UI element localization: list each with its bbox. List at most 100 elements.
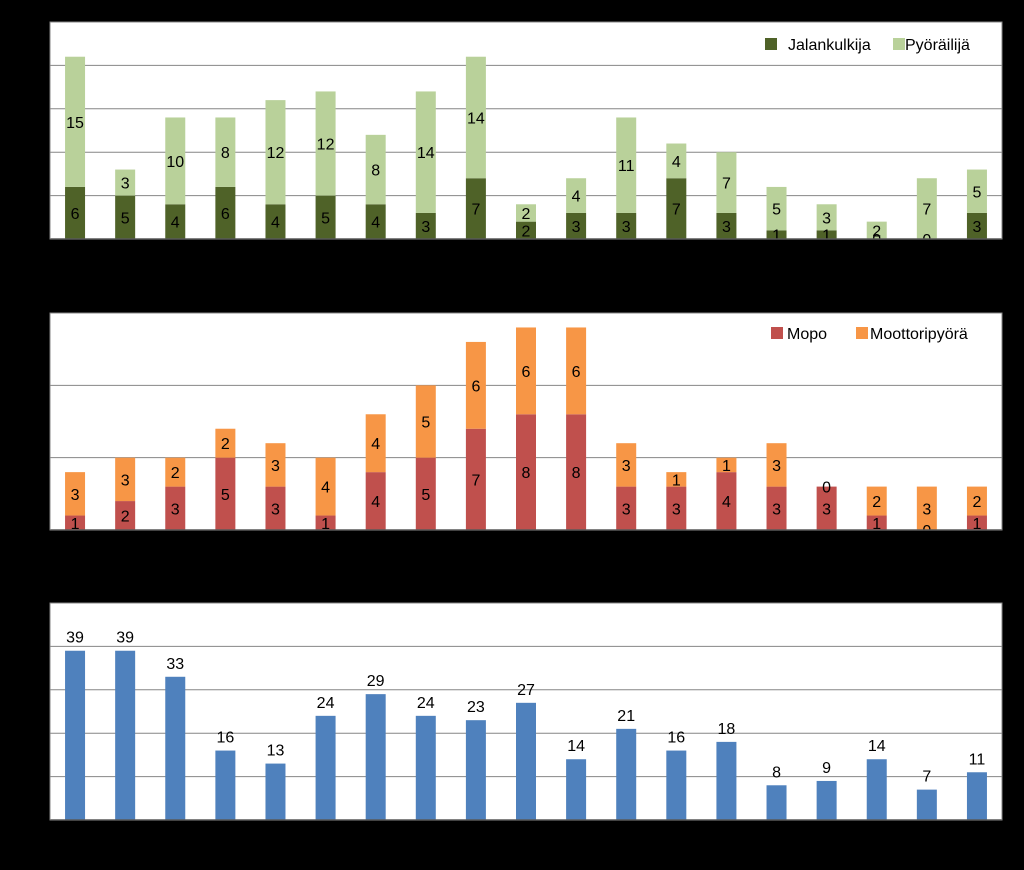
bar-s1-12 bbox=[616, 117, 637, 213]
data-label: 23 bbox=[467, 699, 485, 716]
bar-s1-8 bbox=[415, 91, 436, 213]
data-label: 15 bbox=[66, 115, 84, 132]
plot-border bbox=[49, 312, 1003, 531]
data-label: 1 bbox=[672, 472, 681, 489]
bar-s0-14 bbox=[716, 472, 737, 530]
data-label: 11 bbox=[969, 751, 986, 768]
data-label: 8 bbox=[221, 145, 230, 162]
bar-s0-6 bbox=[315, 515, 336, 530]
bar-s1-4 bbox=[215, 117, 236, 187]
bar-total-18 bbox=[916, 789, 937, 820]
legend-swatch bbox=[771, 327, 783, 339]
data-label: 6 bbox=[471, 378, 480, 395]
legend: Jalankulkija Pyöräilijä bbox=[765, 37, 970, 54]
data-label: 39 bbox=[116, 630, 134, 647]
bar-s1-13 bbox=[666, 472, 687, 487]
data-label: 3 bbox=[271, 501, 280, 518]
data-label: 3 bbox=[772, 458, 781, 475]
bar-s1-8 bbox=[415, 385, 436, 458]
data-label: 1 bbox=[772, 228, 781, 245]
data-label: 3 bbox=[822, 210, 831, 227]
bar-s1-1 bbox=[65, 56, 86, 187]
bar-s1-17 bbox=[866, 221, 887, 239]
data-label: 6 bbox=[522, 364, 531, 381]
bar-total-14 bbox=[716, 741, 737, 820]
data-label: 7 bbox=[471, 472, 480, 489]
bar-s1-11 bbox=[566, 327, 587, 415]
bar-s1-1 bbox=[65, 472, 86, 516]
bar-s0-3 bbox=[165, 486, 186, 530]
data-label: 4 bbox=[371, 215, 380, 232]
data-label: 2 bbox=[522, 206, 531, 223]
data-label: 3 bbox=[922, 501, 931, 518]
bar-total-13 bbox=[666, 750, 687, 820]
data-label: 4 bbox=[371, 494, 380, 511]
bar-total-19 bbox=[966, 772, 987, 820]
bar-s0-8 bbox=[415, 457, 436, 530]
bar-total-9 bbox=[465, 720, 486, 820]
bar-s0-19 bbox=[966, 212, 987, 239]
bar-total-7 bbox=[365, 694, 386, 820]
bar-s0-5 bbox=[265, 204, 286, 239]
data-label: 6 bbox=[572, 364, 581, 381]
bar-s0-19 bbox=[966, 515, 987, 530]
data-label: 7 bbox=[672, 202, 681, 219]
bar-total-2 bbox=[115, 650, 136, 820]
data-label: 3 bbox=[421, 219, 430, 236]
data-label: 2 bbox=[872, 494, 881, 511]
data-label: 3 bbox=[121, 176, 130, 193]
data-label: 3 bbox=[121, 472, 130, 489]
data-label: 9 bbox=[822, 760, 831, 777]
legend-swatch bbox=[765, 38, 777, 50]
data-label: 3 bbox=[71, 487, 80, 504]
bar-s1-19 bbox=[966, 486, 987, 516]
bar-s0-12 bbox=[616, 486, 637, 530]
data-label: 0 bbox=[922, 523, 931, 540]
bar-s0-5 bbox=[265, 486, 286, 530]
bar-s1-18 bbox=[916, 486, 937, 530]
data-label: 1 bbox=[71, 516, 80, 533]
bar-s1-13 bbox=[666, 143, 687, 179]
data-label: 4 bbox=[572, 189, 581, 206]
bar-s0-11 bbox=[566, 414, 587, 530]
data-label: 12 bbox=[267, 145, 285, 162]
data-label: 3 bbox=[772, 501, 781, 518]
data-label: 4 bbox=[271, 215, 280, 232]
bar-s0-8 bbox=[415, 212, 436, 239]
plot-border bbox=[49, 21, 1003, 240]
bar-s1-15 bbox=[766, 443, 787, 487]
bar-s0-15 bbox=[766, 230, 787, 239]
data-label: 8 bbox=[371, 163, 380, 180]
bar-total-5 bbox=[265, 763, 286, 820]
data-label: 33 bbox=[166, 656, 184, 673]
bar-s1-5 bbox=[265, 100, 286, 205]
bar-total-11 bbox=[566, 759, 587, 820]
data-label: 5 bbox=[121, 210, 130, 227]
data-label: 3 bbox=[972, 219, 981, 236]
bar-s1-18 bbox=[916, 178, 937, 239]
data-label: 8 bbox=[572, 465, 581, 482]
bar-s0-12 bbox=[616, 212, 637, 239]
bar-total-4 bbox=[215, 750, 236, 820]
legend-label: Moottoripyörä bbox=[870, 326, 968, 343]
data-label: 24 bbox=[317, 695, 335, 712]
bar-s0-6 bbox=[315, 195, 336, 239]
data-label: 7 bbox=[471, 202, 480, 219]
bar-s1-7 bbox=[365, 134, 386, 205]
data-label: 3 bbox=[622, 219, 631, 236]
data-label: 5 bbox=[421, 487, 430, 504]
bar-s0-2 bbox=[115, 195, 136, 239]
bar-s1-3 bbox=[165, 457, 186, 487]
bar-s1-10 bbox=[516, 204, 536, 222]
data-label: 27 bbox=[517, 682, 535, 699]
data-label: 6 bbox=[71, 206, 80, 223]
bar-s0-10 bbox=[516, 221, 536, 239]
plot-area bbox=[50, 22, 1002, 239]
bar-s0-15 bbox=[766, 486, 787, 530]
bar-s0-13 bbox=[666, 486, 687, 530]
data-label: 14 bbox=[467, 110, 485, 127]
data-label: 4 bbox=[171, 215, 180, 232]
data-label: 3 bbox=[622, 501, 631, 518]
legend: Mopo Moottoripyörä bbox=[771, 326, 968, 343]
plot-border bbox=[49, 602, 1003, 821]
